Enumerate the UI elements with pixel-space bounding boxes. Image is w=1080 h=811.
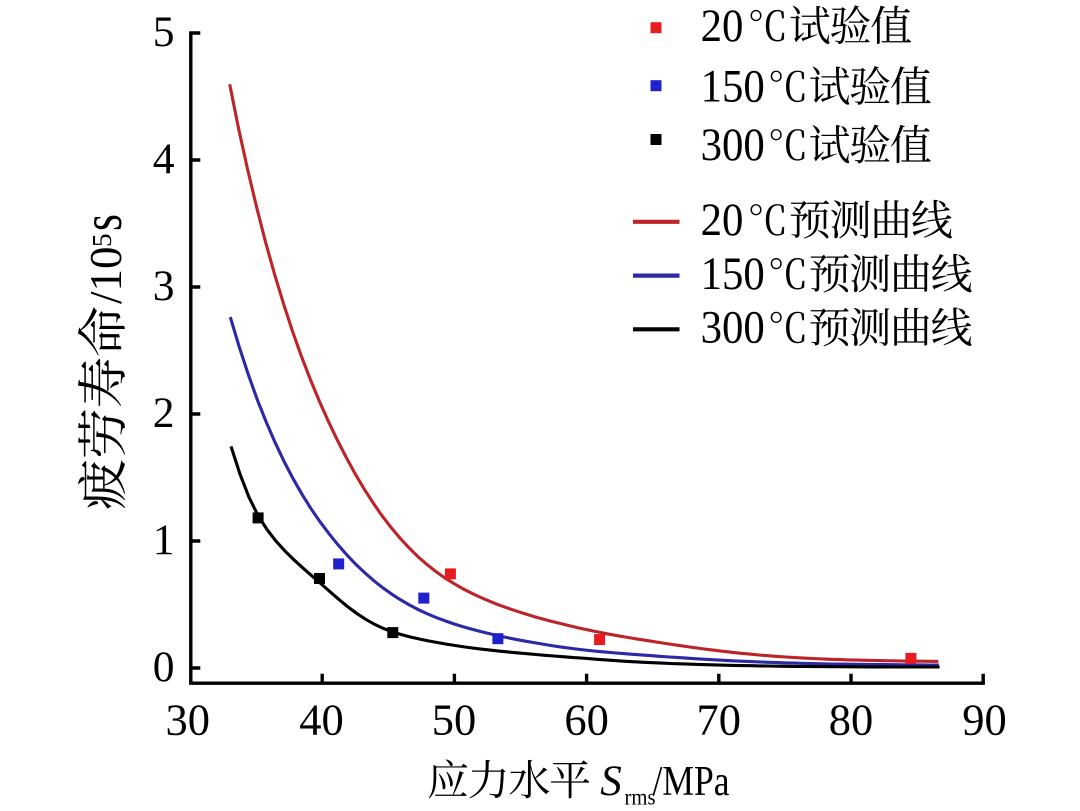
svg-text:300: 300: [701, 302, 765, 354]
svg-text:5: 5: [153, 8, 175, 56]
svg-text:1: 1: [153, 516, 175, 564]
svg-text:90: 90: [962, 695, 1007, 745]
svg-text:20: 20: [701, 194, 744, 246]
svg-text:30: 30: [165, 695, 210, 745]
svg-text:50: 50: [432, 695, 477, 745]
svg-text:150: 150: [701, 61, 765, 113]
svg-text:60: 60: [564, 695, 609, 745]
svg-text:2: 2: [153, 389, 175, 437]
svg-text:40: 40: [299, 695, 344, 745]
svg-text:70: 70: [697, 695, 742, 745]
svg-text:rms: rms: [625, 785, 656, 810]
svg-text:0: 0: [153, 643, 175, 691]
svg-text:150: 150: [701, 248, 765, 300]
svg-text:s: s: [71, 214, 134, 231]
svg-text:300: 300: [701, 119, 765, 171]
svg-text:/10: /10: [81, 246, 131, 304]
svg-text:4: 4: [153, 135, 175, 183]
svg-text:20: 20: [701, 0, 744, 52]
svg-text:5: 5: [87, 234, 117, 248]
svg-text:S: S: [600, 758, 622, 805]
svg-text:3: 3: [153, 262, 175, 310]
svg-text:80: 80: [829, 695, 874, 745]
svg-text:/MPa: /MPa: [653, 759, 730, 805]
